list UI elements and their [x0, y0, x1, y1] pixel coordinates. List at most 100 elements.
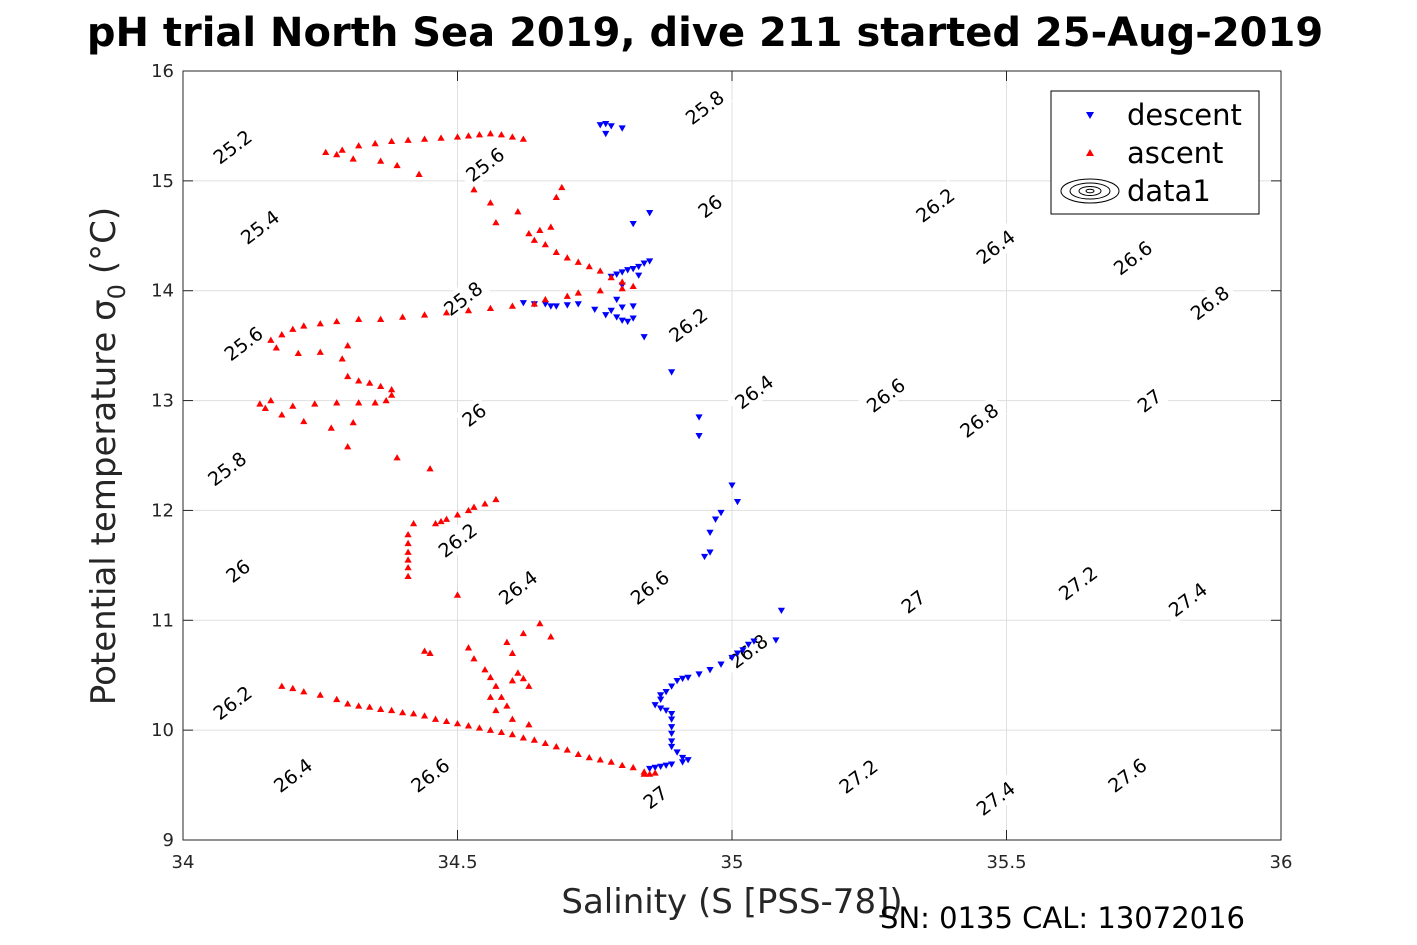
contour-label: 25.2: [204, 121, 261, 173]
contour-label-background: [967, 772, 1024, 824]
descent-point: [668, 724, 676, 731]
descent-point: [668, 369, 676, 376]
descent-point: [678, 754, 687, 762]
ascent-point: [371, 139, 379, 147]
ascent-point: [355, 315, 363, 322]
descent-point: [629, 266, 637, 273]
ascent-point: [585, 262, 593, 270]
y-tick-label: 10: [151, 720, 174, 741]
y-tick-label: 9: [163, 830, 174, 851]
ascent-point: [289, 684, 297, 692]
chart-title: pH trial North Sea 2019, dive 211 starte…: [87, 10, 1323, 56]
ascent-point: [596, 287, 604, 294]
contour-label-background: [690, 187, 730, 225]
contour-label: 26.4: [489, 562, 546, 613]
contour-label: 26: [218, 552, 258, 590]
ascent-point: [453, 133, 462, 140]
x-tick-label: 36: [1270, 852, 1293, 873]
contour-label: 26.6: [857, 369, 914, 421]
ascent-point: [399, 708, 407, 716]
ascent-point: [377, 157, 385, 164]
descent-point: [646, 765, 654, 773]
contour-label-background: [198, 443, 255, 494]
descent-point: [613, 296, 621, 304]
descent-point: [519, 300, 527, 307]
contour-label: 26.2: [907, 179, 964, 231]
ascent-point: [486, 693, 495, 700]
ascent-point: [525, 721, 533, 728]
descent-point: [629, 303, 637, 310]
y-axis-label-text: Potential temperature: [84, 332, 124, 705]
ascent-point: [300, 322, 308, 329]
ascent-point: [552, 193, 560, 201]
descent-point: [717, 661, 725, 668]
descent-point: [678, 759, 687, 766]
ascent-point: [377, 382, 385, 389]
ascent-point: [508, 677, 516, 684]
ascent-point: [552, 743, 560, 750]
y-tick-label: 16: [151, 61, 174, 82]
ascent-point: [519, 629, 527, 637]
ascent-point: [530, 300, 538, 307]
descent-point: [772, 637, 780, 644]
contour-label: 25.8: [676, 81, 733, 133]
contour-label: 26.8: [720, 625, 777, 677]
contour-label: 27.2: [830, 750, 887, 802]
descent-point: [662, 707, 670, 714]
descent-point: [673, 678, 681, 685]
ascent-point: [525, 229, 533, 237]
contour-label-background: [726, 366, 782, 418]
ascent-point: [267, 336, 275, 343]
descent-point: [552, 303, 560, 310]
ascent-point: [475, 131, 484, 138]
ascent-point: [327, 424, 335, 431]
ascent-point: [333, 317, 341, 325]
contour-label: 27: [893, 582, 933, 621]
contour-label-background: [621, 562, 678, 613]
ascent-point: [431, 520, 440, 527]
contour-label: 25.8: [435, 273, 491, 324]
descent-point: [607, 307, 615, 315]
descent-point: [618, 269, 626, 276]
descent-point: [607, 123, 615, 130]
ascent-point: [404, 539, 412, 547]
ascent-point: [519, 734, 527, 741]
ascent-point: [316, 348, 324, 355]
legend-descent-entry: descent: [1086, 98, 1242, 132]
contour-label: 26.4: [264, 749, 321, 801]
ascent-point: [536, 226, 544, 233]
ascent-point: [596, 756, 604, 763]
legend-descent-marker: [1086, 112, 1094, 119]
contour-label: 26.6: [1104, 232, 1161, 284]
y-axis-label: Potential temperature σ0 (°C): [84, 207, 131, 705]
ascent-point: [355, 377, 363, 384]
descent-point: [624, 318, 632, 326]
contour-label-background: [218, 552, 258, 590]
descent-point: [668, 743, 676, 751]
descent-point: [618, 304, 626, 311]
ascent-point: [388, 391, 396, 398]
contour-label: 27.2: [1049, 557, 1106, 609]
contour-label: 25.4: [231, 201, 288, 253]
legend-data1-label: data1: [1127, 174, 1211, 208]
descent-point: [733, 650, 742, 657]
ascent-point: [640, 768, 648, 775]
ascent-point: [618, 284, 626, 292]
ascent-point: [333, 399, 341, 406]
ascent-point: [651, 769, 659, 776]
descent-point: [711, 516, 720, 523]
contour-label-background: [435, 273, 491, 324]
contour-label: 26.4: [726, 366, 782, 418]
descent-point: [574, 301, 582, 308]
contour-label-text: 27: [897, 586, 930, 618]
footer-serial-calibration: SN: 0135 CAL: 13072016: [880, 901, 1245, 935]
descent-point: [695, 414, 703, 421]
legend-box: [1050, 90, 1260, 215]
ascent-point: [344, 372, 352, 380]
descent-point: [700, 553, 709, 561]
contour-label-background: [720, 625, 777, 677]
ascent-point: [464, 722, 473, 729]
descent-point: [657, 696, 665, 703]
ascent-point: [574, 258, 582, 265]
